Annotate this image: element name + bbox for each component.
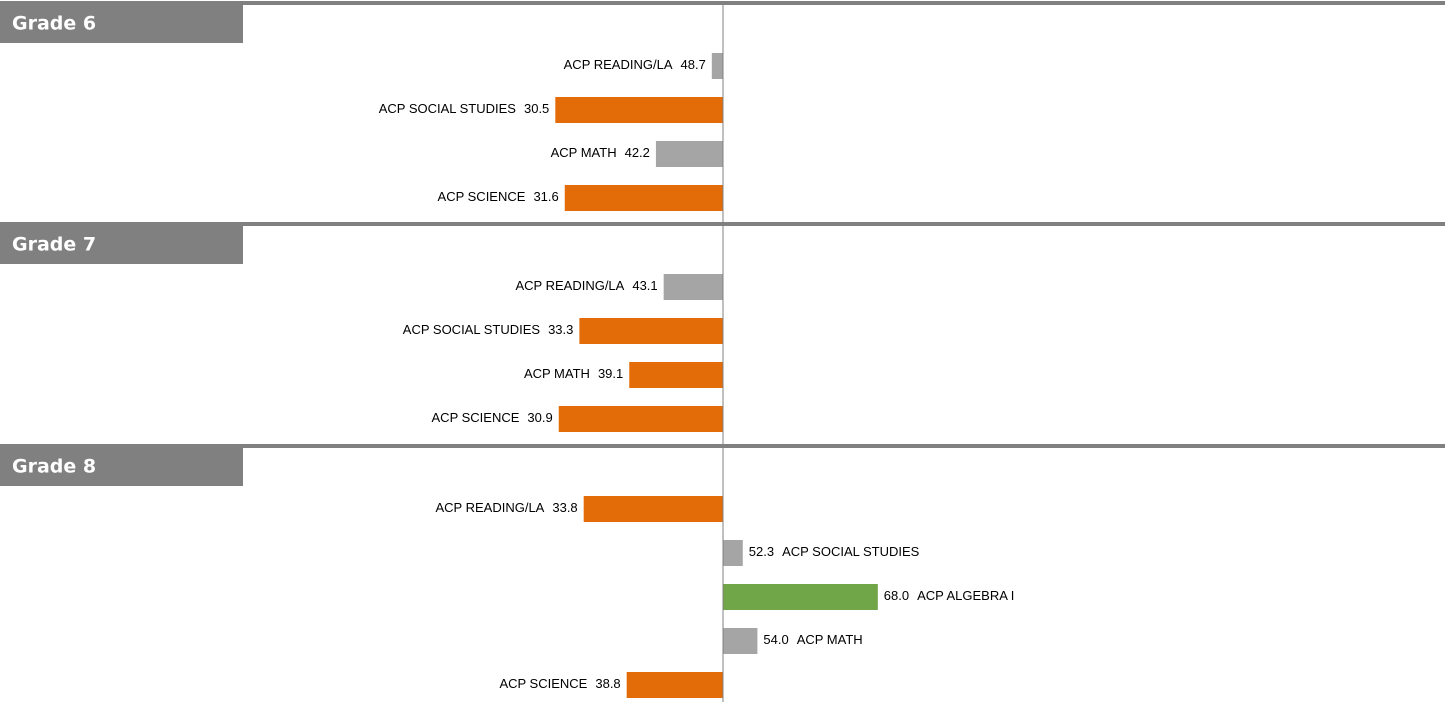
bar xyxy=(723,628,758,654)
group-header xyxy=(0,226,243,264)
bar-label: ACP SCIENCE 31.6 xyxy=(438,189,559,204)
group-title: Grade 7 xyxy=(12,234,96,256)
category-label: ACP ALGEBRA I xyxy=(917,588,1014,603)
category-label: ACP SCIENCE xyxy=(432,410,520,425)
bar-label: ACP MATH 42.2 xyxy=(551,145,650,160)
bar-label: 52.3 ACP SOCIAL STUDIES xyxy=(749,544,920,559)
category-label: ACP READING/LA xyxy=(515,278,624,293)
category-label: ACP SOCIAL STUDIES xyxy=(782,544,920,559)
value-label: 43.1 xyxy=(632,278,657,293)
bar xyxy=(655,141,723,167)
category-label: ACP MATH xyxy=(524,366,590,381)
value-label: 31.6 xyxy=(533,189,558,204)
bar-label: ACP MATH 39.1 xyxy=(524,366,623,381)
bar xyxy=(583,496,723,522)
value-label: 68.0 xyxy=(884,588,909,603)
category-label: ACP SOCIAL STUDIES xyxy=(379,101,517,116)
bar xyxy=(629,362,723,388)
value-label: 42.2 xyxy=(625,145,650,160)
bar-label: ACP SCIENCE 30.9 xyxy=(432,410,553,425)
group-title: Grade 6 xyxy=(12,13,96,35)
bar-label: ACP READING/LA 43.1 xyxy=(515,278,657,293)
bar xyxy=(564,185,723,211)
bar xyxy=(711,53,723,79)
value-label: 33.8 xyxy=(552,500,577,515)
bar xyxy=(558,406,723,432)
bar-label: 68.0 ACP ALGEBRA I xyxy=(884,588,1015,603)
bar xyxy=(555,97,723,123)
category-label: ACP SCIENCE xyxy=(438,189,526,204)
category-label: ACP READING/LA xyxy=(564,57,673,72)
category-label: ACP MATH xyxy=(551,145,617,160)
bar xyxy=(579,318,723,344)
bar xyxy=(723,584,878,610)
category-label: ACP MATH xyxy=(797,632,863,647)
value-label: 30.5 xyxy=(524,101,549,116)
category-label: ACP SCIENCE xyxy=(499,676,587,691)
bar xyxy=(663,274,723,300)
value-label: 54.0 xyxy=(763,632,788,647)
value-label: 39.1 xyxy=(598,366,623,381)
bar-label: ACP READING/LA 33.8 xyxy=(436,500,578,515)
value-label: 33.3 xyxy=(548,322,573,337)
value-label: 30.9 xyxy=(527,410,552,425)
group-header xyxy=(0,448,243,486)
group-title: Grade 8 xyxy=(12,456,96,478)
group-header xyxy=(0,5,243,43)
value-label: 48.7 xyxy=(681,57,706,72)
value-label: 38.8 xyxy=(595,676,620,691)
value-label: 52.3 xyxy=(749,544,774,559)
bar-label: ACP SCIENCE 38.8 xyxy=(499,676,620,691)
bar-label: ACP READING/LA 48.7 xyxy=(564,57,706,72)
bar-label: ACP SOCIAL STUDIES 33.3 xyxy=(403,322,574,337)
bar xyxy=(723,540,743,566)
category-label: ACP SOCIAL STUDIES xyxy=(403,322,541,337)
bar-label: ACP SOCIAL STUDIES 30.5 xyxy=(379,101,550,116)
category-label: ACP READING/LA xyxy=(436,500,545,515)
bar-label: 54.0 ACP MATH xyxy=(763,632,862,647)
bar xyxy=(626,672,723,698)
